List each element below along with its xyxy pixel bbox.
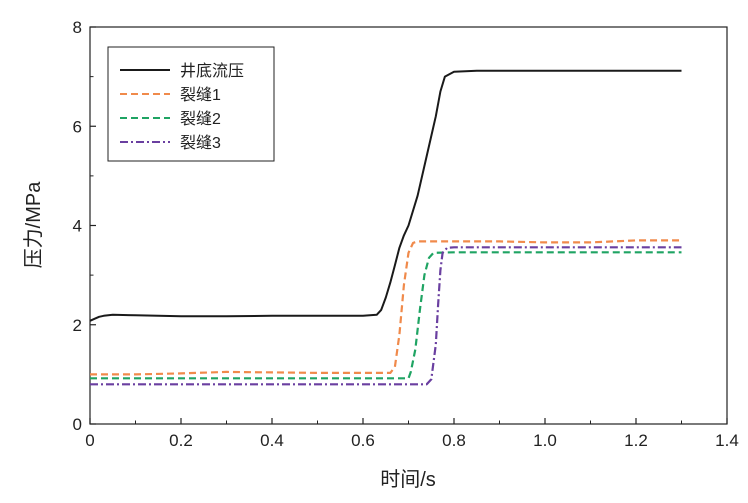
y-axis-label: 压力/MPa [22,181,45,269]
x-axis-ticks: 0 0.2 0.4 0.6 0.8 1.0 1.2 1.4 [85,418,739,450]
x-axis-label: 时间/s [380,468,436,491]
y-axis-ticks: 0 2 4 6 8 [73,18,96,434]
legend-label-4: 裂缝3 [180,134,221,152]
x-tick-label: 0.2 [169,431,193,450]
y-tick-label: 0 [73,415,82,434]
legend-label-3: 裂缝2 [180,110,221,128]
legend-label-1: 井底流压 [180,62,244,80]
x-tick-label: 0.8 [442,431,466,450]
x-tick-label: 1.4 [715,431,739,450]
x-tick-label: 1.2 [624,431,648,450]
y-tick-label: 6 [73,117,82,136]
y-tick-label: 2 [73,316,82,335]
series-line-1 [89,69,682,322]
x-tick-label: 0.4 [260,431,284,450]
x-tick-label: 0 [85,431,94,450]
series-layer [89,69,682,386]
y-tick-label: 8 [73,18,82,37]
y-tick-label: 4 [73,217,82,236]
x-tick-label: 0.6 [351,431,375,450]
series-line-4 [90,246,682,386]
x-tick-label: 1.0 [533,431,557,450]
legend-label-2: 裂缝1 [180,86,221,104]
legend-box [107,46,275,162]
series-line-2 [90,239,682,376]
series-line-3 [90,251,682,380]
